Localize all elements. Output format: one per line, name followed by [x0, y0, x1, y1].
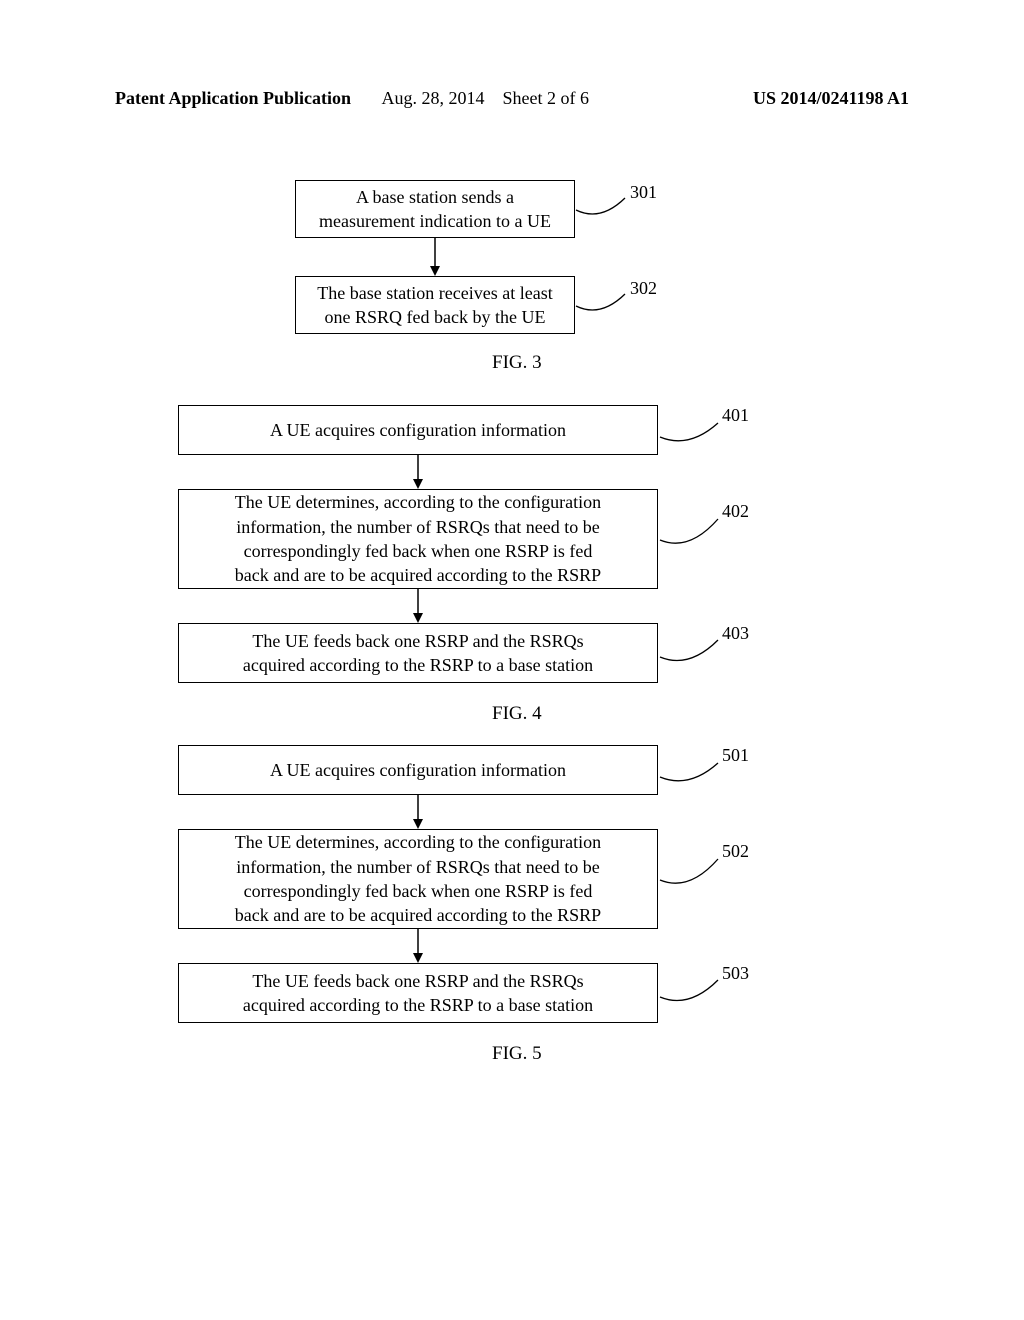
header-title: Patent Application Publication	[115, 88, 351, 108]
fig4-arrow-1	[408, 455, 428, 489]
fig4-curve-402	[655, 514, 723, 560]
header-left-group: Patent Application Publication Aug. 28, …	[115, 88, 589, 109]
fig5-box-501: A UE acquires configuration information	[178, 745, 658, 795]
fig4-curve-403	[655, 635, 723, 677]
fig4-box-402: The UE determines, according to the conf…	[178, 489, 658, 589]
fig5-curve-501	[655, 758, 723, 797]
fig5-box-502: The UE determines, according to the conf…	[178, 829, 658, 929]
fig4-label: FIG. 4	[492, 703, 542, 725]
fig3-arrow-1	[425, 238, 445, 276]
fig4-ref-403: 403	[722, 623, 749, 644]
header-sheet: Sheet 2 of 6	[503, 88, 589, 108]
fig4-box-401: A UE acquires configuration information	[178, 405, 658, 455]
fig4-ref-401: 401	[722, 405, 749, 426]
fig4-ref-402: 402	[722, 501, 749, 522]
fig5-curve-502	[655, 854, 723, 900]
fig4-arrow-2	[408, 589, 428, 623]
fig5-ref-503: 503	[722, 963, 749, 984]
fig3-curve-302	[571, 289, 630, 326]
fig5-ref-502: 502	[722, 841, 749, 862]
fig5-arrow-1	[408, 795, 428, 829]
header-date: Aug. 28, 2014	[382, 88, 485, 108]
page-content: A base station sends ameasurement indica…	[0, 180, 1024, 1320]
fig3-ref-301: 301	[630, 182, 657, 203]
fig3-curve-301	[571, 193, 630, 230]
header-pubnum: US 2014/0241198 A1	[753, 88, 909, 109]
fig4-curve-401	[655, 418, 723, 457]
page-header: Patent Application Publication Aug. 28, …	[0, 88, 1024, 109]
fig5-label: FIG. 5	[492, 1043, 542, 1065]
fig3-box-301: A base station sends ameasurement indica…	[295, 180, 575, 238]
fig3-label: FIG. 3	[492, 352, 542, 374]
fig4-box-403: The UE feeds back one RSRP and the RSRQs…	[178, 623, 658, 683]
fig5-ref-501: 501	[722, 745, 749, 766]
fig3-box-302: The base station receives at leastone RS…	[295, 276, 575, 334]
fig5-arrow-2	[408, 929, 428, 963]
fig5-curve-503	[655, 975, 723, 1017]
fig5-box-503: The UE feeds back one RSRP and the RSRQs…	[178, 963, 658, 1023]
fig3-ref-302: 302	[630, 278, 657, 299]
